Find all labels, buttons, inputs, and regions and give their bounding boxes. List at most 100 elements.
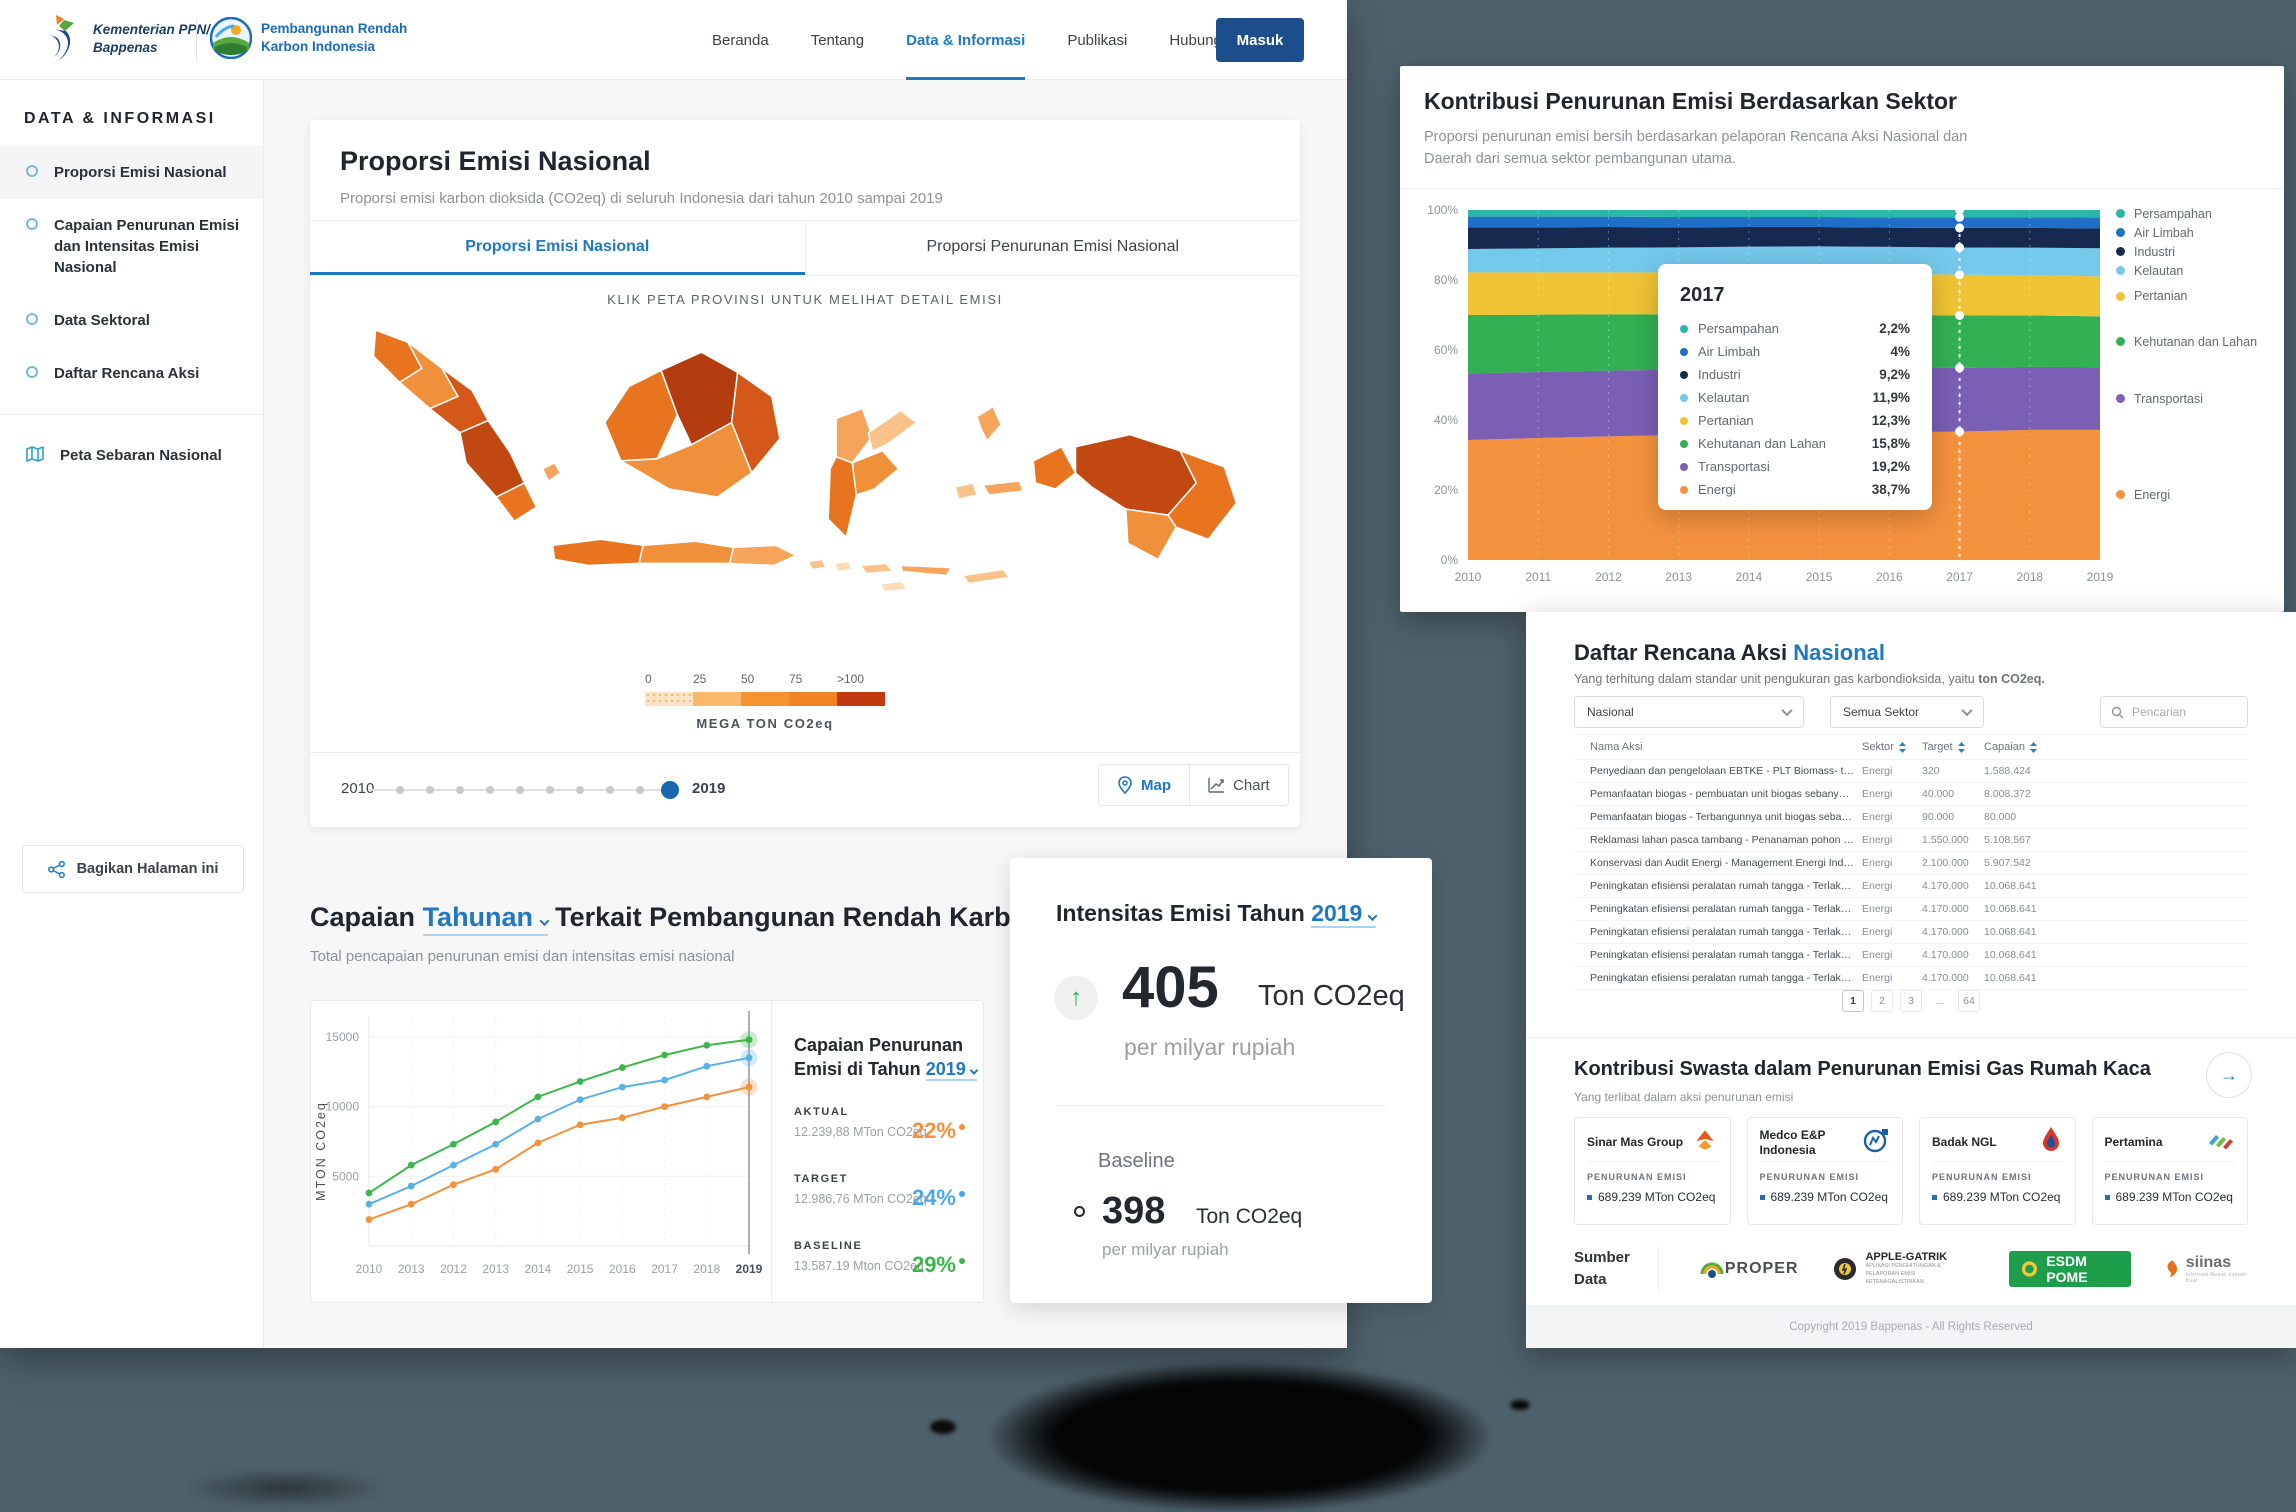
nav-item-data-informasi[interactable]: Data & Informasi [906, 0, 1026, 80]
slider-dot[interactable] [516, 786, 524, 794]
slider-handle[interactable] [661, 781, 679, 799]
sidebar-item-proporsi-emisi-nasional[interactable]: Proporsi Emisi Nasional [0, 146, 263, 199]
x-axis-tick: 2018 [2016, 570, 2044, 584]
tab-proporsi-penurunan-emisi-nasional[interactable]: Proporsi Penurunan Emisi Nasional [804, 221, 1301, 275]
legend-dot-icon [2116, 209, 2125, 219]
column-header-capaian[interactable]: Capaian [1984, 741, 2037, 753]
nav-item-tentang[interactable]: Tentang [810, 31, 865, 49]
slider-dot[interactable] [486, 786, 494, 794]
sidebar-item-capaian-penurunan-emisi-dan-intensitas-emisi-nasional[interactable]: Capaian Penurunan Emisi dan Intensitas E… [0, 199, 263, 294]
province-shape[interactable] [954, 482, 978, 500]
table-row[interactable]: Peningkatan efisiensi peralatan rumah ta… [1574, 875, 2248, 898]
map-view-button[interactable]: Map [1099, 765, 1189, 805]
province-shape[interactable] [962, 568, 1010, 585]
column-header-nama-aksi[interactable]: Nama Aksi [1590, 741, 1643, 753]
legend-dot-icon [2116, 247, 2125, 257]
province-shape[interactable] [728, 544, 797, 567]
province-shape[interactable] [982, 480, 1024, 496]
esdm-pome-logo[interactable]: ESDM POME [2009, 1251, 2131, 1287]
slider-dot[interactable] [456, 786, 464, 794]
page-button-1[interactable]: 1 [1842, 990, 1864, 1012]
indonesia-choropleth-map[interactable] [330, 312, 1280, 664]
slider-dot[interactable] [606, 786, 614, 794]
company-card-sinar-mas-group[interactable]: Sinar Mas Group PENURUNAN EMISI 689.239 MT… [1574, 1117, 1731, 1225]
cell-capaian: 10.068.641 [1984, 880, 2037, 892]
stats-year-dropdown[interactable]: 2019 [925, 1059, 979, 1082]
province-shape[interactable] [833, 560, 854, 573]
company-card-badak-ngl[interactable]: Badak NGL PENURUNAN EMISI 689.239 MTon CO2… [1919, 1117, 2076, 1225]
stat-value: 13.587.19 Mton CO2eq [794, 1259, 924, 1273]
login-button[interactable]: Masuk [1216, 18, 1304, 62]
cell-sektor: Energi [1862, 811, 1893, 823]
province-shape[interactable] [976, 405, 1002, 442]
chart-view-button[interactable]: Chart [1189, 765, 1288, 805]
column-header-sektor[interactable]: Sektor [1862, 741, 1906, 753]
map-view-label: Map [1141, 776, 1171, 794]
nav-item-beranda[interactable]: Beranda [712, 31, 769, 49]
province-shape[interactable] [851, 450, 900, 496]
intensitas-year-dropdown[interactable]: 2019 [1311, 900, 1378, 928]
slider-dot[interactable] [396, 786, 404, 794]
table-row[interactable]: Peningkatan efisiensi peralatan rumah ta… [1574, 898, 2248, 921]
table-row[interactable]: Penyediaan dan pengelolaan EBTKE - PLT B… [1574, 760, 2248, 783]
company-stat-label: PENURUNAN EMISI [1587, 1172, 1687, 1182]
sidebar-item-daftar-rencana-aksi[interactable]: Daftar Rencana Aksi [0, 347, 263, 400]
province-shape[interactable] [620, 421, 753, 498]
province-shape[interactable] [541, 462, 562, 482]
baseline-label: Baseline [1098, 1150, 1175, 1172]
region-select[interactable]: Nasional [1574, 696, 1804, 728]
map-hint-text: KLIK PETA PROVINSI UNTUK MELIHAT DETAIL … [607, 292, 1003, 307]
province-shape[interactable] [1125, 508, 1177, 561]
table-row[interactable]: Pemanfaatan biogas - pembuatan unit biog… [1574, 783, 2248, 806]
nav-item-publikasi[interactable]: Publikasi [1067, 31, 1128, 49]
slider-dot[interactable] [636, 786, 644, 794]
apple-gatrik-logo[interactable]: APPLE-GATRIK APLIKASI PENGHITUNGAN & PEL… [1832, 1251, 1975, 1286]
province-shape[interactable] [867, 409, 918, 452]
company-card-pertamina[interactable]: Pertamina PENURUNAN EMISI 689.239 MTon CO2… [2091, 1117, 2248, 1225]
search-icon [2111, 706, 2124, 718]
sidebar-item-label: Proporsi Emisi Nasional [54, 164, 227, 181]
sidebar-item-data-sektoral[interactable]: Data Sektoral [0, 294, 263, 347]
stat-label: AKTUAL [794, 1106, 849, 1118]
province-shape[interactable] [638, 540, 735, 565]
province-shape[interactable] [859, 562, 894, 575]
page-button-3[interactable]: 3 [1900, 990, 1922, 1012]
sector-select[interactable]: Semua Sektor [1830, 696, 1984, 728]
siinas-logo[interactable]: siinas Informasi Akurat, Industri Kuat [2165, 1254, 2248, 1284]
province-shape[interactable] [551, 538, 644, 567]
table-row[interactable]: Konservasi dan Audit Energi - Management… [1574, 852, 2248, 875]
province-shape[interactable] [879, 580, 908, 593]
swasta-next-button[interactable]: → [2206, 1052, 2252, 1098]
slider-dot[interactable] [546, 786, 554, 794]
table-row[interactable]: Pemanfaatan biogas - Terbangunnya unit b… [1574, 806, 2248, 829]
table-row[interactable]: Peningkatan efisiensi peralatan rumah ta… [1574, 944, 2248, 967]
province-shape[interactable] [1032, 446, 1077, 490]
sidebar-item-peta-sebaran[interactable]: Peta Sebaran Nasional [0, 429, 263, 482]
table-row[interactable]: Reklamasi lahan pasca tambang - Penanama… [1574, 829, 2248, 852]
table-row[interactable]: Peningkatan efisiensi peralatan rumah ta… [1574, 967, 2248, 990]
province-shape[interactable] [827, 456, 858, 539]
slider-dot[interactable] [576, 786, 584, 794]
province-shape[interactable] [899, 564, 952, 577]
proper-logo[interactable]: PROPER [1699, 1258, 1799, 1280]
column-header-target[interactable]: Target [1922, 741, 1965, 753]
page-button-2[interactable]: 2 [1871, 990, 1893, 1012]
province-shape[interactable] [730, 371, 781, 474]
share-icon [47, 860, 65, 878]
table-row[interactable]: Peningkatan efisiensi peralatan rumah ta… [1574, 921, 2248, 944]
province-shape[interactable] [835, 407, 874, 464]
search-input[interactable] [2132, 705, 2232, 719]
slider-dot[interactable] [426, 786, 434, 794]
province-shape[interactable] [495, 482, 538, 522]
province-shape[interactable] [459, 419, 526, 498]
siinas-logo-sub: Informasi Akurat, Industri Kuat [2185, 1272, 2247, 1284]
capaian-period-dropdown[interactable]: Tahunan [422, 902, 550, 936]
company-card-medco-e-p-indonesia[interactable]: Medco E&P Indonesia PENURUNAN EMISI 689.23… [1746, 1117, 1903, 1225]
province-shape[interactable] [1167, 450, 1238, 541]
tab-proporsi-emisi-nasional[interactable]: Proporsi Emisi Nasional [310, 221, 805, 275]
share-page-button[interactable]: Bagikan Halaman ini [22, 845, 244, 893]
tooltip-dot-icon [1680, 324, 1688, 333]
province-shape[interactable] [807, 558, 827, 571]
legend-dot-icon [2116, 337, 2125, 347]
page-button-64[interactable]: 64 [1958, 990, 1980, 1012]
